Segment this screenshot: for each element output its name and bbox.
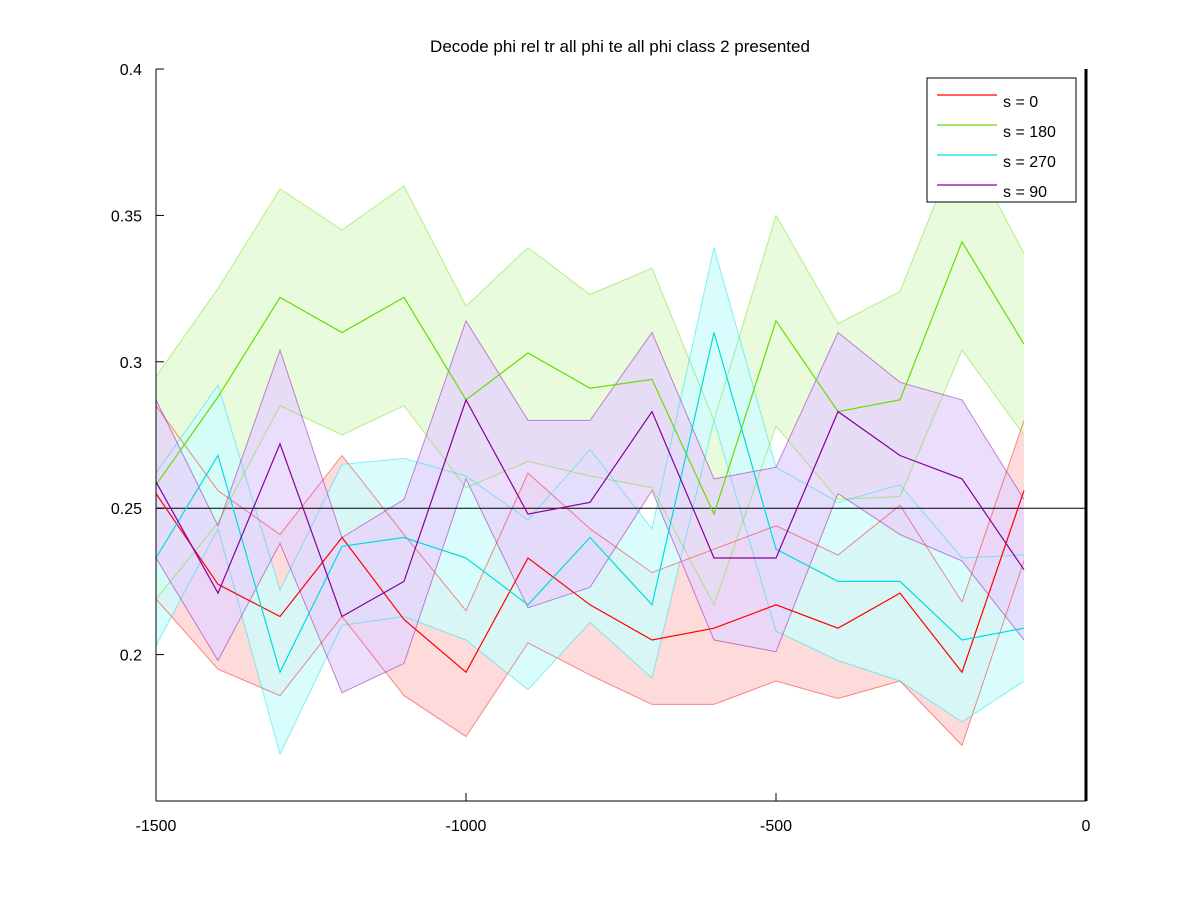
legend-box [926, 77, 1077, 203]
plot-area: 0.2 0.25 0.3 0.35 0.4 -1500 -1000 -500 0 [111, 62, 1091, 835]
series-band-edge-lower-2 [155, 418, 1025, 756]
series-line-0 [155, 490, 1025, 674]
series-band-3 [156, 320, 1024, 693]
legend-label-2: s = 270 [1003, 154, 1056, 171]
series-line-3 [155, 398, 1025, 618]
x-tick-label-1: -1000 [446, 818, 487, 835]
series-band-edge-upper-1 [155, 135, 1025, 422]
series-band-edge-upper-3 [155, 319, 1025, 539]
series-band-edge-lower-0 [155, 560, 1025, 747]
chart-title: Decode phi rel tr all phi te all phi cla… [430, 37, 810, 56]
legend: s = 0 s = 180 s = 270 s = 90 [926, 77, 1077, 203]
y-tick-label-4: 0.4 [120, 62, 142, 79]
series-band-1 [156, 136, 1024, 605]
y-tick-label-3: 0.35 [111, 208, 142, 225]
y-tick-label-2: 0.3 [120, 355, 142, 372]
series-line-2 [155, 332, 1025, 674]
legend-label-0: s = 0 [1003, 94, 1038, 111]
legend-label-1: s = 180 [1003, 124, 1056, 141]
y-tick-label-0: 0.2 [120, 648, 142, 665]
x-tick-label-3: 0 [1082, 818, 1091, 835]
series-band-edge-lower-3 [155, 477, 1025, 694]
x-tick-label-0: -1500 [136, 818, 177, 835]
y-tick-label-1: 0.25 [111, 501, 142, 518]
series-band-edge-upper-2 [155, 247, 1025, 592]
legend-label-3: s = 90 [1003, 184, 1047, 201]
x-tick-label-2: -500 [760, 818, 792, 835]
series-line-1 [155, 240, 1025, 516]
series-band-edge-lower-1 [155, 349, 1025, 607]
